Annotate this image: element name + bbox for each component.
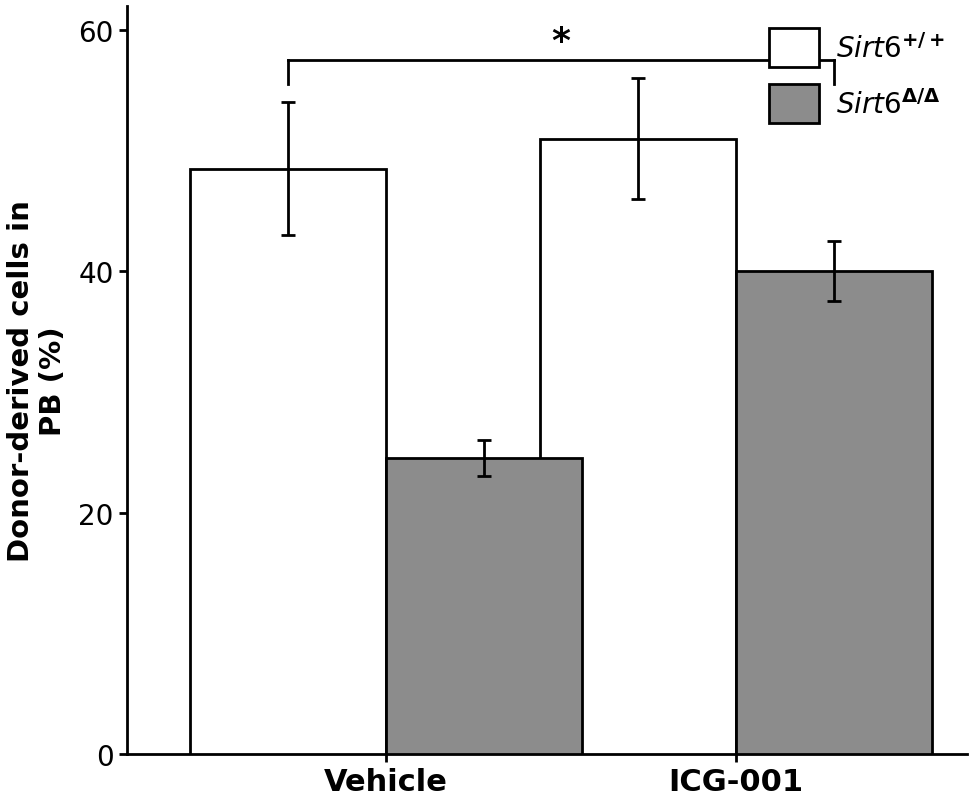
Bar xyxy=(540,140,736,754)
Y-axis label: Donor-derived cells in
PB (%): Donor-derived cells in PB (%) xyxy=(7,200,67,561)
Legend: $\mathbf{\it{Sirt6}}$$\mathbf{^{+/+}}$, $\mathbf{\it{Sirt6}}$$\mathbf{^{\Delta/\: $\mathbf{\it{Sirt6}}$$\mathbf{^{+/+}}$, … xyxy=(761,21,954,132)
Bar xyxy=(736,272,932,754)
Bar xyxy=(386,459,582,754)
Text: *: * xyxy=(551,25,571,59)
Bar xyxy=(190,169,386,754)
